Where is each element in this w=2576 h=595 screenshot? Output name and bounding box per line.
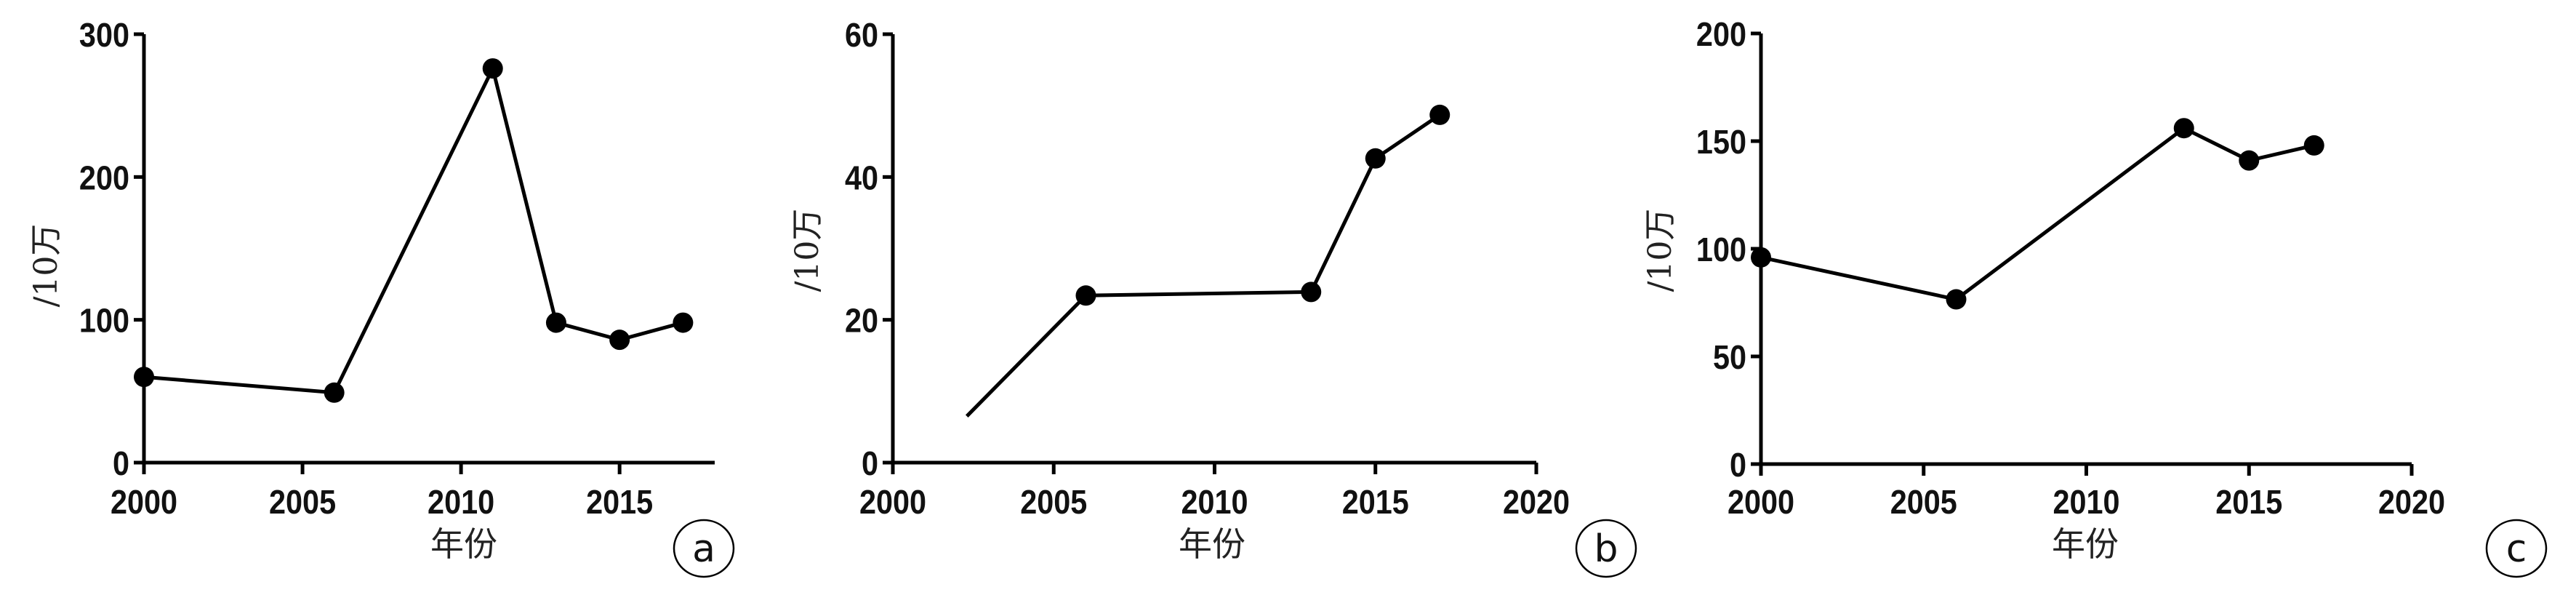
panel-label-circle	[1575, 519, 1637, 578]
y-tick-label: 20	[845, 303, 878, 340]
x-tick-label: 2000	[111, 484, 177, 522]
data-point	[134, 367, 154, 388]
panel-label: c	[2506, 527, 2527, 571]
data-point	[2303, 135, 2324, 156]
data-point	[609, 330, 630, 351]
data-point	[324, 382, 345, 403]
y-tick-label: 50	[1713, 339, 1746, 377]
x-tick-label: 2020	[2378, 484, 2445, 522]
data-point	[1365, 148, 1386, 169]
y-axis-label: /10万	[28, 224, 65, 308]
data-point	[1429, 104, 1450, 125]
x-tick-label: 2010	[1181, 484, 1248, 522]
y-tick-label: 0	[1730, 447, 1746, 484]
y-axis-label: /10万	[1642, 209, 1679, 292]
y-tick-label: 60	[845, 17, 878, 55]
series-line	[143, 63, 684, 395]
data-point	[482, 58, 503, 79]
panel-label: a	[692, 527, 715, 571]
x-tick-label: 2015	[2215, 484, 2282, 522]
x-tick-label: 2015	[1342, 484, 1409, 522]
y-tick-label: 200	[79, 159, 129, 197]
panel-label-circle	[673, 519, 735, 578]
x-tick-label: 2000	[1728, 484, 1794, 522]
panel-label: b	[1594, 527, 1618, 571]
data-point	[1946, 289, 1967, 310]
x-tick-label: 2000	[859, 484, 926, 522]
x-tick-label: 2010	[2053, 484, 2119, 522]
data-point	[1075, 285, 1096, 306]
x-tick-label: 2005	[1020, 484, 1087, 522]
y-tick-label: 40	[845, 159, 878, 197]
y-tick-label: 0	[113, 445, 129, 483]
y-tick-label: 100	[79, 303, 129, 340]
y-tick-label: 200	[1696, 16, 1746, 54]
x-axis-label: 年份	[1179, 524, 1245, 564]
data-point	[1751, 247, 1771, 268]
x-tick-label: 2005	[269, 484, 336, 522]
data-point	[2173, 118, 2194, 139]
x-tick-label: 2005	[1890, 484, 1957, 522]
series-line	[1760, 126, 2315, 302]
y-tick-label: 300	[79, 17, 129, 55]
x-tick-label: 2010	[428, 484, 494, 522]
x-axis-label: 年份	[430, 524, 497, 564]
data-point	[673, 312, 694, 333]
x-axis-label: 年份	[2052, 524, 2119, 564]
y-tick-label: 0	[862, 445, 878, 483]
x-tick-label: 2020	[1503, 484, 1570, 522]
x-tick-label: 2015	[586, 484, 653, 522]
y-tick-label: 100	[1696, 231, 1746, 269]
y-axis-label: /10万	[789, 209, 826, 292]
panel-label-circle	[2485, 519, 2548, 578]
data-point	[1301, 281, 1322, 303]
y-tick-label: 150	[1696, 124, 1746, 161]
data-point	[2239, 150, 2260, 171]
data-point	[545, 312, 566, 333]
